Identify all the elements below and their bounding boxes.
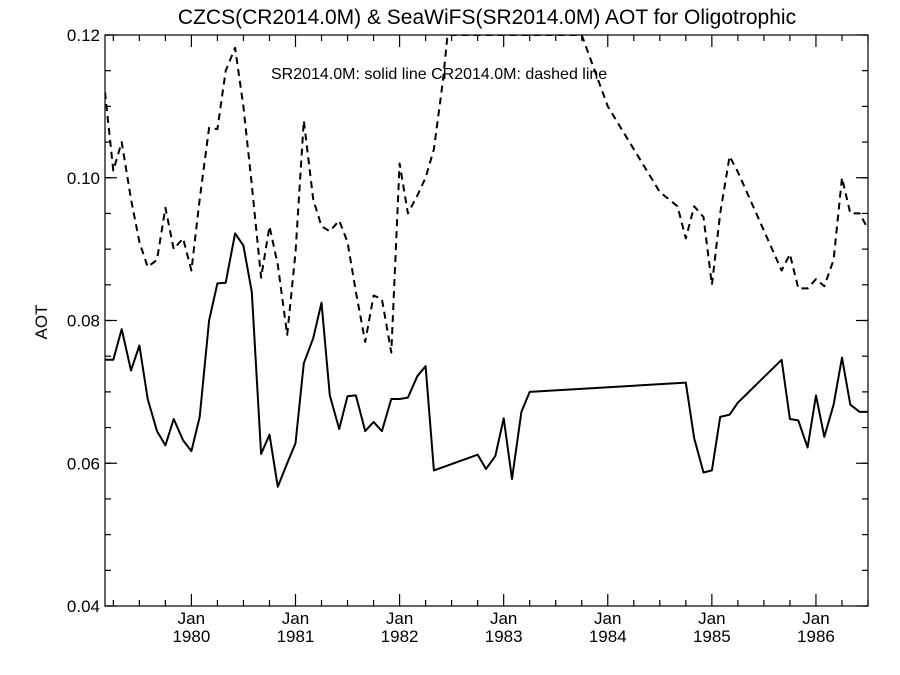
series-style-annotation: SR2014.0M: solid line CR2014.0M: dashed … [271,66,607,83]
x-tick-label-year: 1986 [797,627,835,646]
x-tick-label-month: Jan [386,609,413,628]
x-tick-label-month: Jan [802,609,829,628]
x-tick-label-month: Jan [490,609,517,628]
series-layer [105,35,868,488]
x-tick-label-month: Jan [178,609,205,628]
x-tick-label-year: 1982 [381,627,419,646]
x-tick-label-year: 1985 [693,627,731,646]
axis-frame [104,34,869,607]
chart-title: CZCS(CR2014.0M) & SeaWiFS(SR2014.0M) AOT… [178,6,796,29]
y-tick-label: 0.06 [67,454,100,473]
y-axis-label: AOT [32,305,51,340]
x-axis: Jan1980Jan1981Jan1982Jan1983Jan1984Jan19… [112,35,869,646]
x-tick-label-month: Jan [282,609,309,628]
plot-area: 0.040.060.080.100.12 Jan1980Jan1981Jan19… [67,26,869,646]
y-tick-label: 0.08 [67,312,100,331]
series-line-dashed [105,35,868,354]
y-tick-label: 0.10 [67,169,100,188]
y-tick-label: 0.04 [67,597,100,616]
x-tick-label-year: 1981 [277,627,315,646]
y-tick-label: 0.12 [67,26,100,45]
series-line-solid [105,232,868,488]
x-tick-label-year: 1980 [172,627,210,646]
x-tick-label-year: 1984 [589,627,627,646]
x-tick-label-month: Jan [594,609,621,628]
x-tick-label-year: 1983 [485,627,523,646]
y-axis: 0.04 0.06 0.08 0.10 0.12 [67,26,868,616]
x-tick-label-month: Jan [698,609,725,628]
